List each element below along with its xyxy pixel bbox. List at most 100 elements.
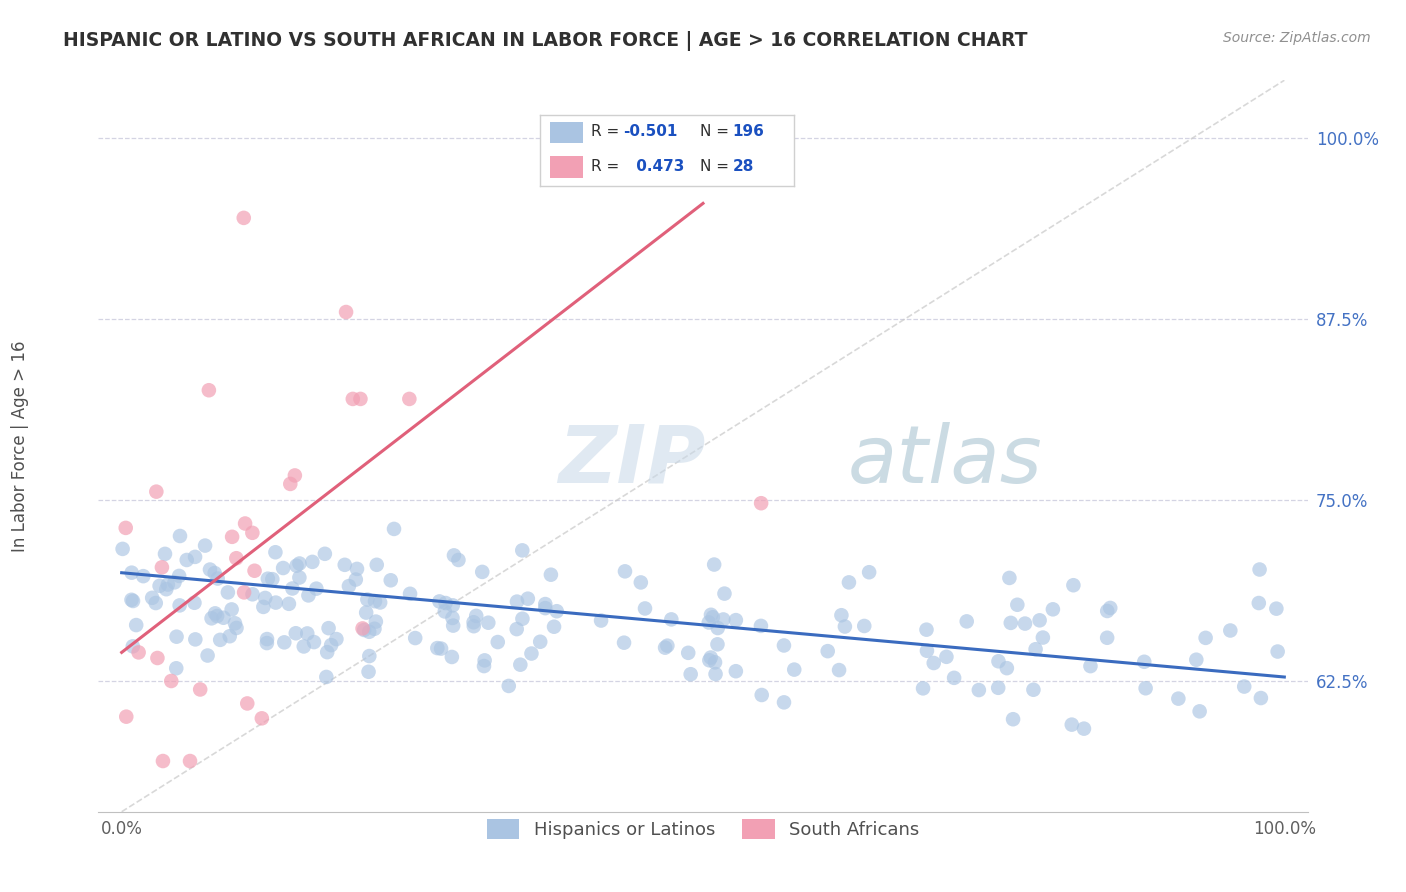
- Point: [207, 572, 229, 586]
- Point: [125, 618, 148, 632]
- Point: [183, 596, 205, 610]
- Point: [520, 647, 543, 661]
- Point: [543, 620, 565, 634]
- Point: [447, 553, 470, 567]
- Point: [277, 597, 299, 611]
- Point: [915, 644, 938, 658]
- Point: [591, 614, 613, 628]
- Point: [443, 549, 465, 563]
- Point: [165, 661, 187, 675]
- Point: [1250, 691, 1272, 706]
- Point: [236, 697, 259, 711]
- Point: [724, 613, 747, 627]
- Point: [188, 682, 211, 697]
- Point: [858, 566, 880, 580]
- Point: [1028, 613, 1050, 627]
- Point: [212, 611, 235, 625]
- Point: [254, 591, 277, 605]
- Point: [404, 631, 426, 645]
- Point: [318, 621, 340, 635]
- Point: [184, 632, 207, 647]
- Point: [250, 711, 273, 725]
- Point: [356, 592, 378, 607]
- Point: [285, 558, 308, 573]
- Point: [1133, 655, 1156, 669]
- Point: [506, 622, 529, 636]
- Point: [262, 572, 284, 586]
- Point: [359, 624, 381, 639]
- Point: [288, 570, 311, 584]
- Point: [305, 582, 328, 596]
- Point: [342, 392, 364, 406]
- Point: [315, 670, 337, 684]
- Point: [676, 646, 699, 660]
- Point: [702, 610, 724, 624]
- Point: [256, 632, 278, 646]
- Point: [242, 525, 264, 540]
- Point: [115, 709, 138, 723]
- Point: [429, 594, 451, 608]
- Text: atlas: atlas: [848, 422, 1043, 500]
- Point: [184, 549, 207, 564]
- Point: [1099, 601, 1122, 615]
- Point: [346, 562, 368, 576]
- Point: [233, 585, 256, 599]
- Point: [382, 522, 405, 536]
- Point: [1073, 722, 1095, 736]
- Point: [830, 608, 852, 623]
- Point: [1095, 631, 1118, 645]
- Point: [1080, 659, 1102, 673]
- Point: [352, 622, 374, 636]
- Point: [935, 649, 957, 664]
- Point: [225, 551, 247, 566]
- Point: [141, 591, 163, 605]
- Point: [434, 596, 457, 610]
- Point: [426, 641, 449, 656]
- Point: [284, 468, 307, 483]
- Point: [486, 635, 509, 649]
- Point: [751, 688, 773, 702]
- Point: [1188, 704, 1211, 718]
- Point: [278, 477, 301, 491]
- Point: [353, 623, 375, 637]
- Point: [912, 681, 935, 696]
- Point: [145, 596, 167, 610]
- Point: [430, 641, 453, 656]
- Point: [699, 653, 721, 667]
- Point: [659, 612, 682, 626]
- Y-axis label: In Labor Force | Age > 16: In Labor Force | Age > 16: [11, 340, 30, 552]
- Point: [654, 640, 676, 655]
- Point: [271, 561, 294, 575]
- Point: [257, 572, 280, 586]
- Point: [316, 645, 339, 659]
- Point: [922, 656, 945, 670]
- Point: [194, 539, 217, 553]
- Point: [198, 383, 221, 397]
- Point: [1060, 717, 1083, 731]
- Point: [995, 661, 1018, 675]
- Point: [169, 529, 191, 543]
- Point: [366, 558, 388, 572]
- Point: [783, 663, 806, 677]
- Point: [703, 558, 725, 572]
- Point: [121, 592, 143, 607]
- Point: [264, 545, 287, 559]
- Point: [166, 630, 188, 644]
- Point: [221, 602, 243, 616]
- Point: [474, 653, 496, 667]
- Point: [153, 547, 176, 561]
- Point: [1000, 615, 1022, 630]
- Point: [1233, 680, 1256, 694]
- Point: [749, 619, 772, 633]
- Point: [114, 521, 136, 535]
- Point: [711, 612, 734, 626]
- Point: [1167, 691, 1189, 706]
- Point: [335, 305, 357, 319]
- Point: [704, 667, 727, 681]
- Point: [465, 608, 488, 623]
- Point: [967, 683, 990, 698]
- Point: [1265, 601, 1288, 615]
- Point: [853, 619, 876, 633]
- Point: [359, 648, 381, 663]
- Point: [284, 626, 307, 640]
